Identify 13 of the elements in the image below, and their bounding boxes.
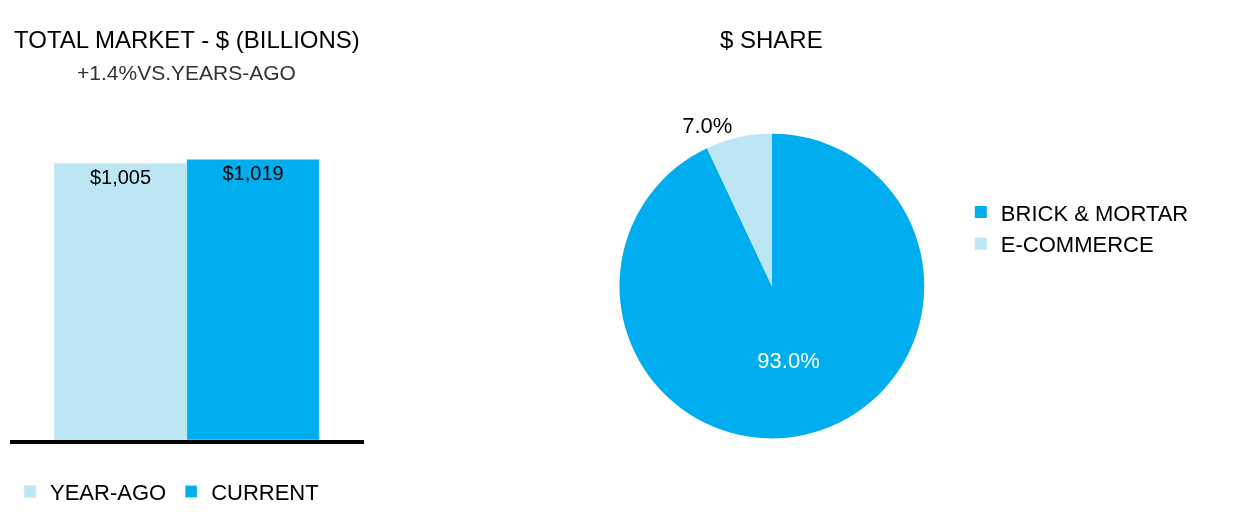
data-label: $1,019 <box>222 162 284 185</box>
chart-subtitle: +1.4%VS.YEARS-AGO <box>77 61 296 84</box>
pie-slice <box>707 133 772 286</box>
legend-label: CURRENT <box>211 480 319 506</box>
data-label: 93.0% <box>757 347 820 373</box>
data-label: 7.0% <box>682 112 733 138</box>
pie-slice <box>619 133 925 439</box>
chart-title: TOTAL MARKET - $ (BILLIONS) <box>14 26 360 53</box>
legend-label: YEAR-AGO <box>50 480 167 506</box>
legend-label: BRICK & MORTAR <box>1000 200 1189 226</box>
legend-label: E-COMMERCE <box>1000 232 1154 258</box>
data-label: $1,005 <box>89 166 152 189</box>
chart-title: $ SHARE <box>720 26 823 53</box>
